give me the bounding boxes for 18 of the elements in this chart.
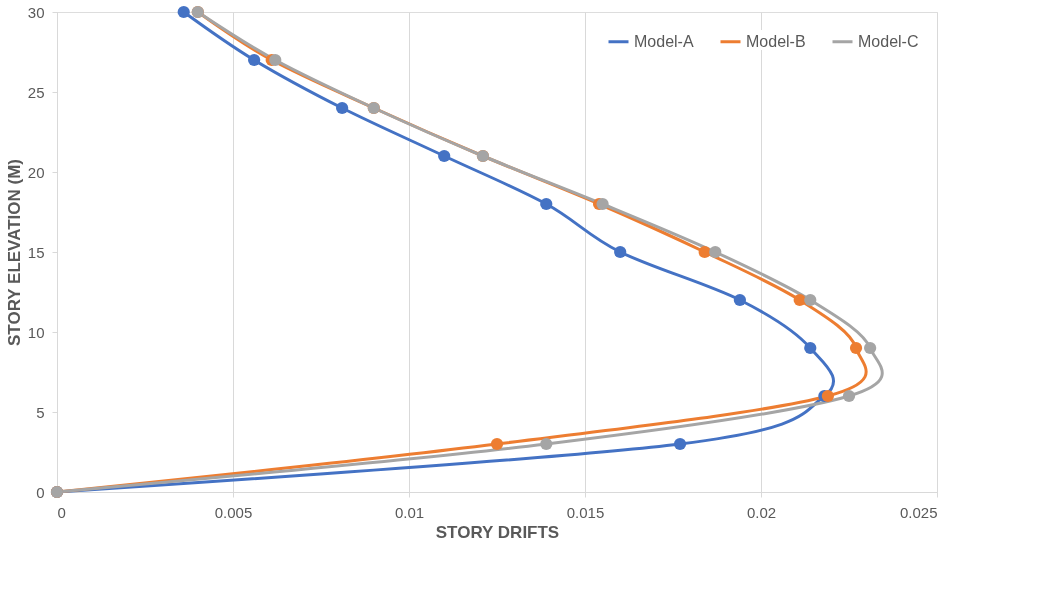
legend-label: Model-C: [858, 32, 919, 50]
x-tick-label: 0.02: [746, 503, 777, 521]
x-tick-label: 0.005: [214, 503, 253, 521]
y-tick-label: 30: [27, 3, 45, 21]
y-tick-label: 5: [36, 403, 45, 421]
x-tick-label: 0.01: [394, 503, 425, 521]
legend-label: Model-A: [634, 32, 694, 50]
x-axis-title: STORY DRIFTS: [435, 522, 560, 542]
y-tick-label: 10: [27, 323, 45, 341]
x-tick-label: 0.015: [566, 503, 605, 521]
y-tick-label: 25: [27, 83, 45, 101]
y-tick-label: 0: [36, 483, 45, 501]
legend-label: Model-B: [746, 32, 806, 50]
y-axis-title: STORY ELEVATION (M): [4, 158, 24, 347]
x-tick-label: 0: [57, 503, 66, 521]
x-tick-label: 0.025: [899, 503, 938, 521]
y-tick-label: 20: [27, 163, 45, 181]
y-tick-label: 15: [27, 243, 45, 261]
